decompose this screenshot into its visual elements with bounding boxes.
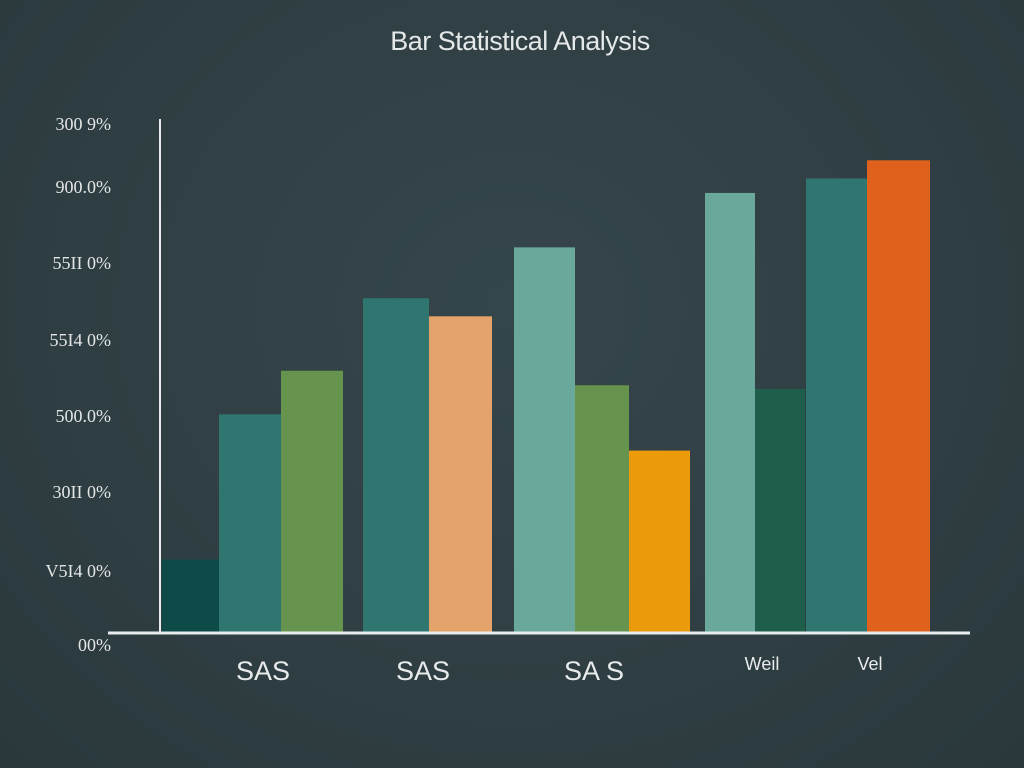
bar <box>162 559 219 632</box>
y-tick-label: 500.0% <box>56 406 112 426</box>
x-tick-label: SAS <box>396 656 450 686</box>
bar <box>705 192 755 632</box>
bar <box>363 298 429 632</box>
y-tick-label: V5I4 0% <box>46 561 112 581</box>
bar <box>806 178 867 632</box>
x-tick-label: SAS <box>236 656 290 686</box>
x-tick-label: Vel <box>857 654 882 674</box>
bar <box>575 385 629 632</box>
y-tick-label: 00% <box>78 635 111 655</box>
y-tick-label: 55II 0% <box>53 253 111 273</box>
chart-title: Bar Statistical Analysis <box>390 26 650 56</box>
bar <box>281 370 343 632</box>
x-tick-label: Weil <box>745 654 780 674</box>
y-tick-label: 55I4 0% <box>50 330 112 350</box>
bar <box>514 247 575 632</box>
bar <box>219 414 281 632</box>
y-tick-label: 30II 0% <box>53 482 111 502</box>
bar <box>755 388 805 632</box>
bar <box>867 160 930 633</box>
bar <box>629 450 690 632</box>
x-tick-label: SA S <box>564 656 624 686</box>
y-tick-label: 300 9% <box>56 114 112 134</box>
y-tick-label: 900.0% <box>56 177 112 197</box>
bar <box>429 316 492 632</box>
